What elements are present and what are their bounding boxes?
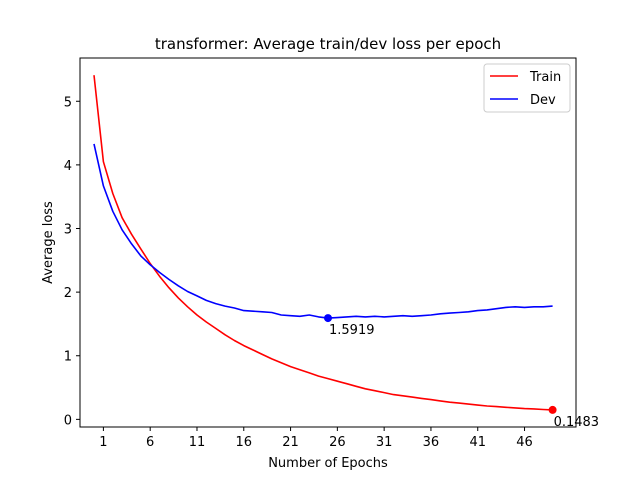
series-line-dev [93, 143, 553, 319]
legend-label-dev: Dev [530, 93, 556, 108]
annotation-label-train: 0.1483 [554, 415, 600, 430]
chart-title: transformer: Average train/dev loss per … [155, 35, 501, 53]
plot-frame [79, 57, 577, 428]
annotation-layer: 1.5919 0.1483 [324, 314, 599, 430]
x-axis: 1 6 11 16 21 26 31 36 41 46 [99, 427, 533, 450]
series-layer [93, 75, 553, 411]
y-tick-label: 3 [64, 223, 72, 238]
y-tick-label: 0 [64, 413, 72, 428]
x-tick-label: 36 [423, 435, 440, 450]
x-tick-label: 31 [376, 435, 393, 450]
y-tick-label: 4 [64, 159, 72, 174]
x-tick-label: 1 [99, 435, 107, 450]
legend: Train Dev [483, 63, 571, 113]
x-tick-label: 6 [146, 435, 154, 450]
y-axis: 0 1 2 3 4 5 [64, 95, 80, 428]
x-tick-label: 11 [189, 435, 206, 450]
x-tick-label: 41 [469, 435, 486, 450]
x-tick-label: 16 [236, 435, 253, 450]
y-tick-label: 2 [64, 286, 72, 301]
annotation-label-dev: 1.5919 [329, 323, 375, 338]
plot-area [79, 57, 577, 428]
y-tick-label: 1 [64, 350, 72, 365]
series-line-train [93, 75, 553, 411]
y-axis-title: Average loss [41, 201, 56, 284]
x-axis-title: Number of Epochs [268, 456, 388, 471]
annotation-marker-dev [324, 314, 332, 323]
x-tick-label: 26 [329, 435, 346, 450]
x-tick-label: 46 [516, 435, 533, 450]
y-tick-label: 5 [64, 95, 72, 110]
x-tick-label: 21 [282, 435, 299, 450]
legend-label-train: Train [529, 70, 561, 85]
annotation-marker-train [548, 405, 557, 414]
